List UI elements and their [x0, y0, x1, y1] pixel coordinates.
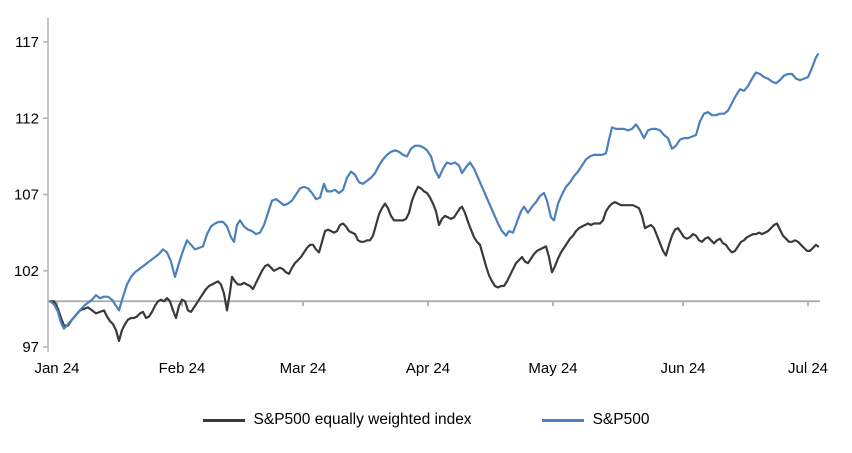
- x-axis-label: Jun 24: [660, 360, 705, 377]
- x-axis-label: Mar 24: [280, 360, 327, 377]
- series-layer: [48, 53, 820, 342]
- equal-weight-line-swatch: [202, 418, 245, 422]
- axes-layer: 97 102 107 112 117 Jan 24 Feb 24 Mar 24 Apr 24 Ma…: [14, 18, 828, 377]
- x-axis-label: Jul 24: [788, 360, 828, 377]
- y-axis-label: 112: [15, 110, 39, 127]
- sp500-series-line: [48, 53, 820, 330]
- chart-legend: S&P500 equally weighted index S&P500: [0, 411, 852, 429]
- legend-item-equal-weight: S&P500 equally weighted index: [202, 411, 472, 429]
- equal-weight-series-line: [48, 185, 820, 342]
- sp500-line-swatch: [541, 418, 584, 422]
- x-axis-label: Feb 24: [159, 360, 206, 377]
- y-axis-label: 117: [15, 34, 39, 51]
- y-axis-label: 102: [14, 263, 39, 280]
- x-axis-label: May 24: [528, 360, 577, 377]
- legend-label-sp500: S&P500: [592, 411, 650, 428]
- legend-item-sp500: S&P500: [541, 411, 650, 429]
- x-axis-label: Apr 24: [406, 360, 450, 377]
- x-axis-label: Jan 24: [34, 360, 79, 377]
- y-axis-label: 97: [22, 339, 39, 356]
- y-axis-label: 107: [14, 187, 39, 204]
- legend-label-equal-weight: S&P500 equally weighted index: [253, 411, 472, 428]
